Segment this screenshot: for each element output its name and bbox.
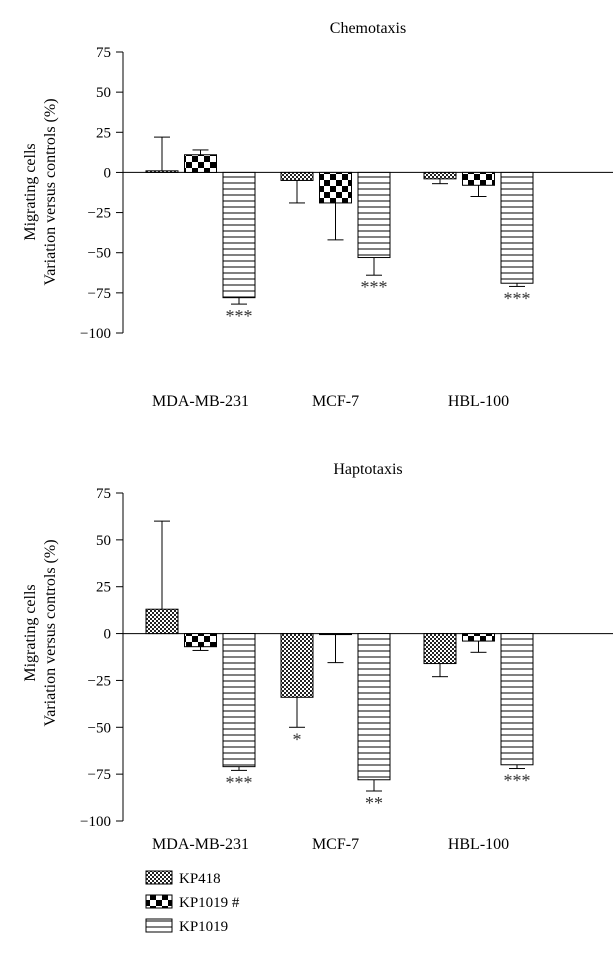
significance-kp1019-mcf-7: *** [361,277,388,297]
y-tick-label: 0 [104,165,112,181]
y-axis-label: Migrating cells Variation versus control… [22,539,59,726]
legend-swatch-kp1019-hash [145,894,173,909]
y-tick-label: −75 [88,767,111,783]
significance-kp1019-hbl-100: *** [504,771,531,791]
y-tick-label: −50 [88,246,111,262]
significance-kp1019-mda-mb-231: *** [226,772,253,792]
y-tick-label: 75 [96,45,111,61]
legend-label-kp418: KP418 [179,871,221,887]
y-tick-label: −50 [88,720,111,736]
significance-kp1019-hbl-100: *** [504,288,531,308]
y-tick-label: 75 [96,486,111,502]
bar-kp1019-hash-mda-mb-231 [184,633,217,648]
bar-kp1019-mcf-7 [357,633,391,781]
y-axis-label-line1: Migrating cells [22,143,39,240]
category-labels: MDA-MB-231 MCF-7 HBL-100 [152,393,509,410]
legend-label-kp1019: KP1019 [179,919,228,935]
bar-kp418-mcf-7 [280,171,314,181]
bar-kp1019-hash-mda-mb-231 [184,154,217,173]
y-tick-label: −75 [88,286,111,302]
legend-label-kp1019-hash: KP1019 # [179,895,240,911]
bar-kp1019-mda-mb-231 [222,171,256,299]
significance-kp1019-mcf-7: ** [365,793,383,813]
bar-kp418-mcf-7 [280,633,314,698]
y-tick-label: −100 [80,814,111,830]
bar-kp1019-hash-mcf-7 [319,633,352,636]
bar-kp418-hbl-100 [423,633,457,665]
legend-swatch-kp1019 [145,918,173,933]
y-axis-label-line1: Migrating cells [22,584,39,681]
bar-kp1019-hash-hbl-100 [462,171,495,186]
legend-item-kp1019: KP1019 [145,918,228,935]
legend: KP418 KP1019 # KP1019 [145,870,240,935]
bar-kp1019-mda-mb-231 [222,633,256,768]
category-label-hbl-100: HBL-100 [448,393,509,410]
legend-swatch-kp418 [145,870,173,885]
chart-title: Haptotaxis [333,461,402,478]
bar-kp418-hbl-100 [423,171,457,180]
category-label-mda-mb-231: MDA-MB-231 [152,836,249,853]
y-tick-label: 50 [96,85,111,101]
significance-kp1019-mda-mb-231: *** [226,306,253,326]
bar-kp1019-hash-mcf-7 [319,171,352,204]
category-label-hbl-100: HBL-100 [448,836,509,853]
bar-kp1019-hash-hbl-100 [462,633,495,642]
bar-kp1019-hbl-100 [500,633,534,766]
chart-title: Chemotaxis [330,20,406,37]
y-axis-label-line2: Variation versus controls (%) [42,539,59,726]
category-label-mcf-7: MCF-7 [312,393,359,410]
bar-kp418-mda-mb-231 [145,608,179,635]
chemotaxis-chart: Chemotaxis Migrating cells Variation ver… [22,20,613,410]
bars: ********* [145,520,534,813]
category-label-mcf-7: MCF-7 [312,836,359,853]
bar-kp418-mda-mb-231 [145,170,179,173]
bars: *** *** *** [145,136,534,326]
bar-kp1019-mcf-7 [357,171,391,259]
y-axis-label: Migrating cells Variation versus control… [22,98,59,285]
haptotaxis-chart: Haptotaxis Migrating cells Variation ver… [22,461,613,853]
y-tick-label: −25 [88,206,111,222]
legend-item-kp1019-hash: KP1019 # [145,894,240,911]
legend-item-kp418: KP418 [145,870,221,887]
y-tick-label: 25 [96,580,111,596]
category-labels: MDA-MB-231 MCF-7 HBL-100 [152,836,509,853]
bar-kp1019-hbl-100 [500,171,534,284]
significance-kp418-mcf-7: * [293,729,302,749]
category-label-mda-mb-231: MDA-MB-231 [152,393,249,410]
y-axis-label-line2: Variation versus controls (%) [42,98,59,285]
y-tick-label: 25 [96,125,111,141]
y-tick-label: 0 [104,627,112,643]
y-tick-label: −25 [88,673,111,689]
y-tick-label: −100 [80,326,111,342]
y-tick-label: 50 [96,533,111,549]
